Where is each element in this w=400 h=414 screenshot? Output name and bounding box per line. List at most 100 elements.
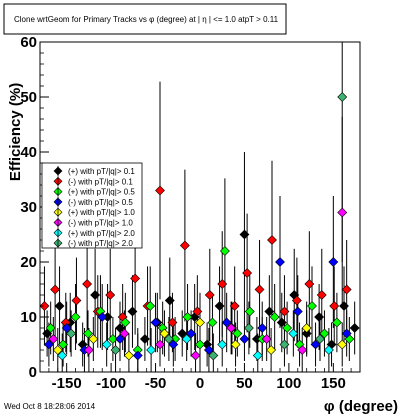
data-point — [195, 317, 205, 328]
data-point — [314, 312, 325, 322]
legend-entry: (+) with pT/|q|> 0.5 — [68, 188, 135, 197]
data-point — [192, 306, 203, 317]
data-point — [168, 339, 179, 350]
data-point — [155, 185, 165, 196]
data-point — [146, 345, 157, 355]
data-point — [58, 339, 69, 350]
data-point — [71, 295, 82, 306]
data-point — [155, 339, 165, 350]
data-point — [244, 306, 255, 317]
y-tick-label: 50 — [20, 89, 37, 106]
data-point — [279, 339, 290, 350]
data-point — [292, 306, 303, 317]
data-point — [139, 334, 150, 344]
data-point — [119, 328, 130, 339]
data-point — [337, 339, 348, 350]
x-tick-label: -100 — [96, 375, 126, 392]
data-point — [127, 306, 138, 317]
data-point — [279, 306, 290, 317]
data-point — [145, 301, 156, 311]
data-point — [261, 334, 272, 344]
data-point — [304, 279, 315, 289]
data-point — [264, 306, 275, 317]
legend-entry: (-) with pT/|q|> 0.5 — [68, 198, 133, 207]
data-point — [150, 317, 161, 328]
data-point — [204, 290, 215, 300]
data-point — [232, 328, 243, 339]
x-axis-label: φ (degree) — [324, 398, 398, 414]
y-axis-label: Efficiency (%) — [7, 83, 24, 181]
data-point — [132, 350, 143, 361]
legend-entry: (-) with pT/|q|> 0.1 — [68, 177, 133, 186]
data-point — [159, 328, 170, 339]
data-point — [331, 317, 342, 328]
data-point — [39, 301, 50, 311]
data-point — [275, 257, 285, 267]
x-tick-label: -50 — [145, 375, 167, 392]
data-point — [167, 317, 178, 328]
data-point — [217, 279, 228, 289]
data-point — [57, 350, 68, 361]
data-point — [101, 339, 112, 350]
axes: -150 -100 -50 0 50 100 150 0 10 20 30 40 50 60 — [20, 34, 361, 392]
data-point — [349, 323, 360, 333]
data-point — [319, 328, 330, 339]
data-point — [43, 339, 54, 350]
data-point — [214, 301, 225, 311]
timestamp: Wed Oct 8 18:28:06 2014 — [4, 402, 96, 411]
data-point — [291, 295, 302, 306]
data-point — [254, 284, 265, 295]
data-point — [339, 301, 349, 311]
data-point — [315, 334, 325, 344]
x-tick-label: 100 — [276, 375, 301, 392]
data-point — [288, 328, 299, 339]
x-tick-label: 150 — [321, 375, 346, 392]
data-point — [341, 284, 352, 295]
data-markers — [39, 92, 360, 361]
data-point — [186, 328, 197, 339]
data-point — [48, 334, 59, 344]
data-point — [97, 312, 108, 322]
legend-entry: (+) with pT/|q|> 1.0 — [68, 208, 135, 217]
data-point — [257, 323, 268, 333]
data-point — [123, 350, 134, 361]
data-point — [229, 301, 240, 311]
data-point — [230, 339, 241, 350]
data-point — [329, 301, 340, 311]
data-point — [182, 312, 193, 322]
legend-entry: (+) with pT/|q|> 0.1 — [68, 167, 135, 176]
data-point — [110, 345, 121, 355]
legend-entry: (-) with pT/|q|> 1.0 — [68, 219, 133, 228]
data-point — [307, 301, 317, 311]
data-point — [276, 317, 287, 328]
y-tick-label: 30 — [20, 199, 37, 216]
chart-title: Clone wrtGeom for Primary Tracks vs φ (d… — [14, 15, 279, 24]
y-tick-label: 0 — [29, 364, 37, 381]
data-point — [164, 295, 175, 306]
legend-entry: (-) with pT/|q|> 2.0 — [68, 239, 133, 248]
data-point — [267, 235, 277, 245]
data-point — [323, 345, 334, 355]
data-point — [83, 345, 94, 355]
data-point — [66, 328, 77, 339]
data-point — [226, 323, 237, 333]
data-point — [337, 92, 348, 102]
data-point — [207, 317, 218, 328]
data-point — [120, 317, 131, 328]
data-point — [310, 339, 321, 350]
title-box — [3, 3, 287, 35]
data-point — [115, 334, 125, 344]
data-point — [242, 268, 253, 278]
data-point — [252, 350, 263, 361]
data-point — [239, 334, 250, 344]
data-point — [239, 229, 250, 240]
data-point — [337, 207, 348, 218]
data-point — [52, 345, 63, 355]
data-point — [301, 328, 312, 339]
data-point — [115, 323, 125, 333]
y-tick-label: 20 — [20, 254, 37, 271]
data-point — [130, 273, 141, 284]
data-point — [316, 290, 327, 300]
data-point — [181, 334, 192, 344]
